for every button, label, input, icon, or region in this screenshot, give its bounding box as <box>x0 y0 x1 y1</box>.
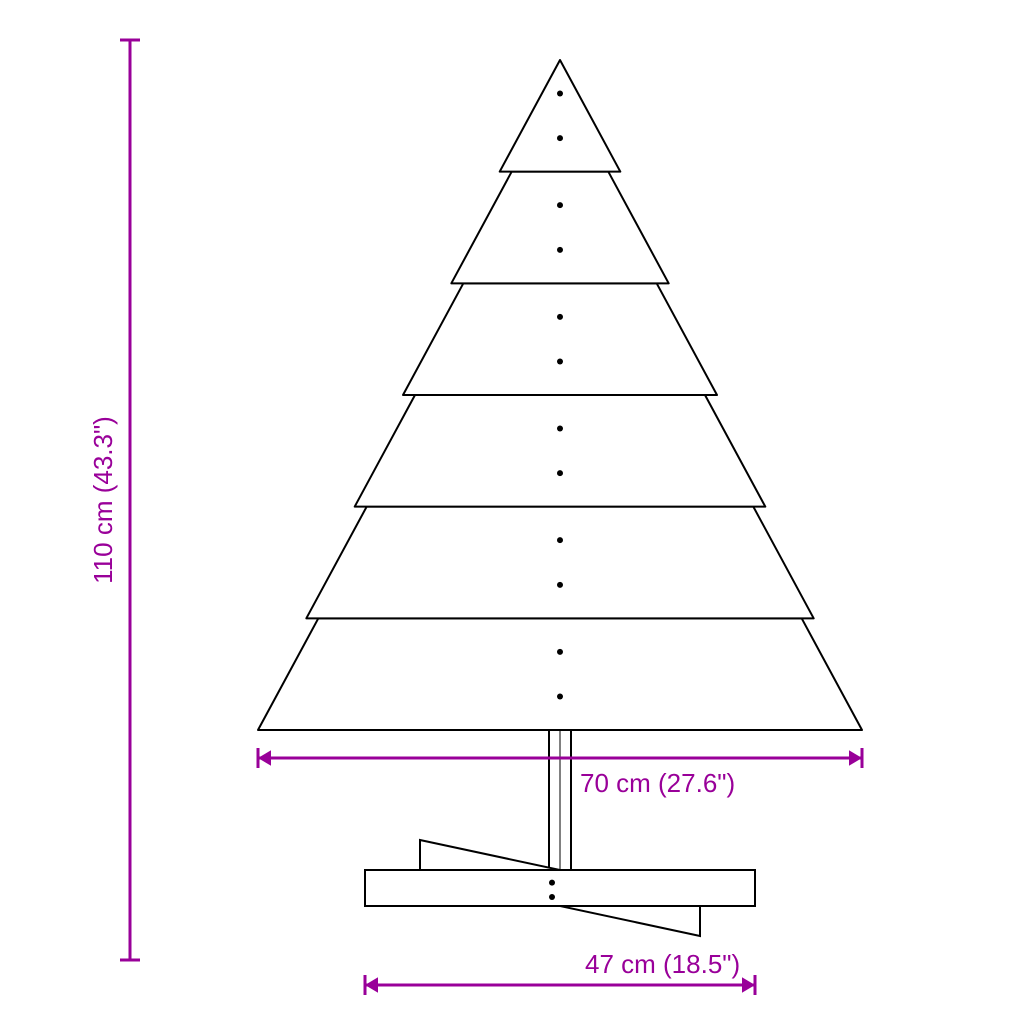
tree-tier <box>451 172 668 284</box>
screw-dot <box>557 314 563 320</box>
dim-base-width-label: 47 cm (18.5") <box>585 949 740 979</box>
screw-dot <box>557 649 563 655</box>
dim-tree-width-label: 70 cm (27.6") <box>580 768 735 798</box>
screw-dot <box>557 359 563 365</box>
tree-tier <box>258 618 862 730</box>
screw-dot <box>557 202 563 208</box>
tree-tier <box>403 283 717 395</box>
arrowhead <box>849 750 862 766</box>
dim-base-width: 47 cm (18.5") <box>365 949 755 995</box>
tree-tier <box>355 395 766 507</box>
arrowhead <box>742 977 755 993</box>
tree-tier <box>306 507 813 619</box>
tree-tier <box>500 60 621 172</box>
screw-dot <box>557 694 563 700</box>
arrowhead <box>365 977 378 993</box>
stand-front-beam <box>365 870 755 906</box>
tree-tiers <box>258 60 862 730</box>
dim-height-label: 110 cm (43.3") <box>88 416 118 584</box>
screw-dot <box>549 894 555 900</box>
screw-dot <box>557 582 563 588</box>
screw-dot <box>557 426 563 432</box>
screw-dot <box>557 470 563 476</box>
dim-height: 110 cm (43.3") <box>88 40 140 960</box>
screw-dot <box>557 247 563 253</box>
screw-dot <box>557 537 563 543</box>
screw-dot <box>557 91 563 97</box>
arrowhead <box>258 750 271 766</box>
screw-dot <box>557 135 563 141</box>
dimension-diagram: 110 cm (43.3") 70 cm (27.6") 47 cm (18.5") <box>0 0 1024 1024</box>
screw-dot <box>549 880 555 886</box>
